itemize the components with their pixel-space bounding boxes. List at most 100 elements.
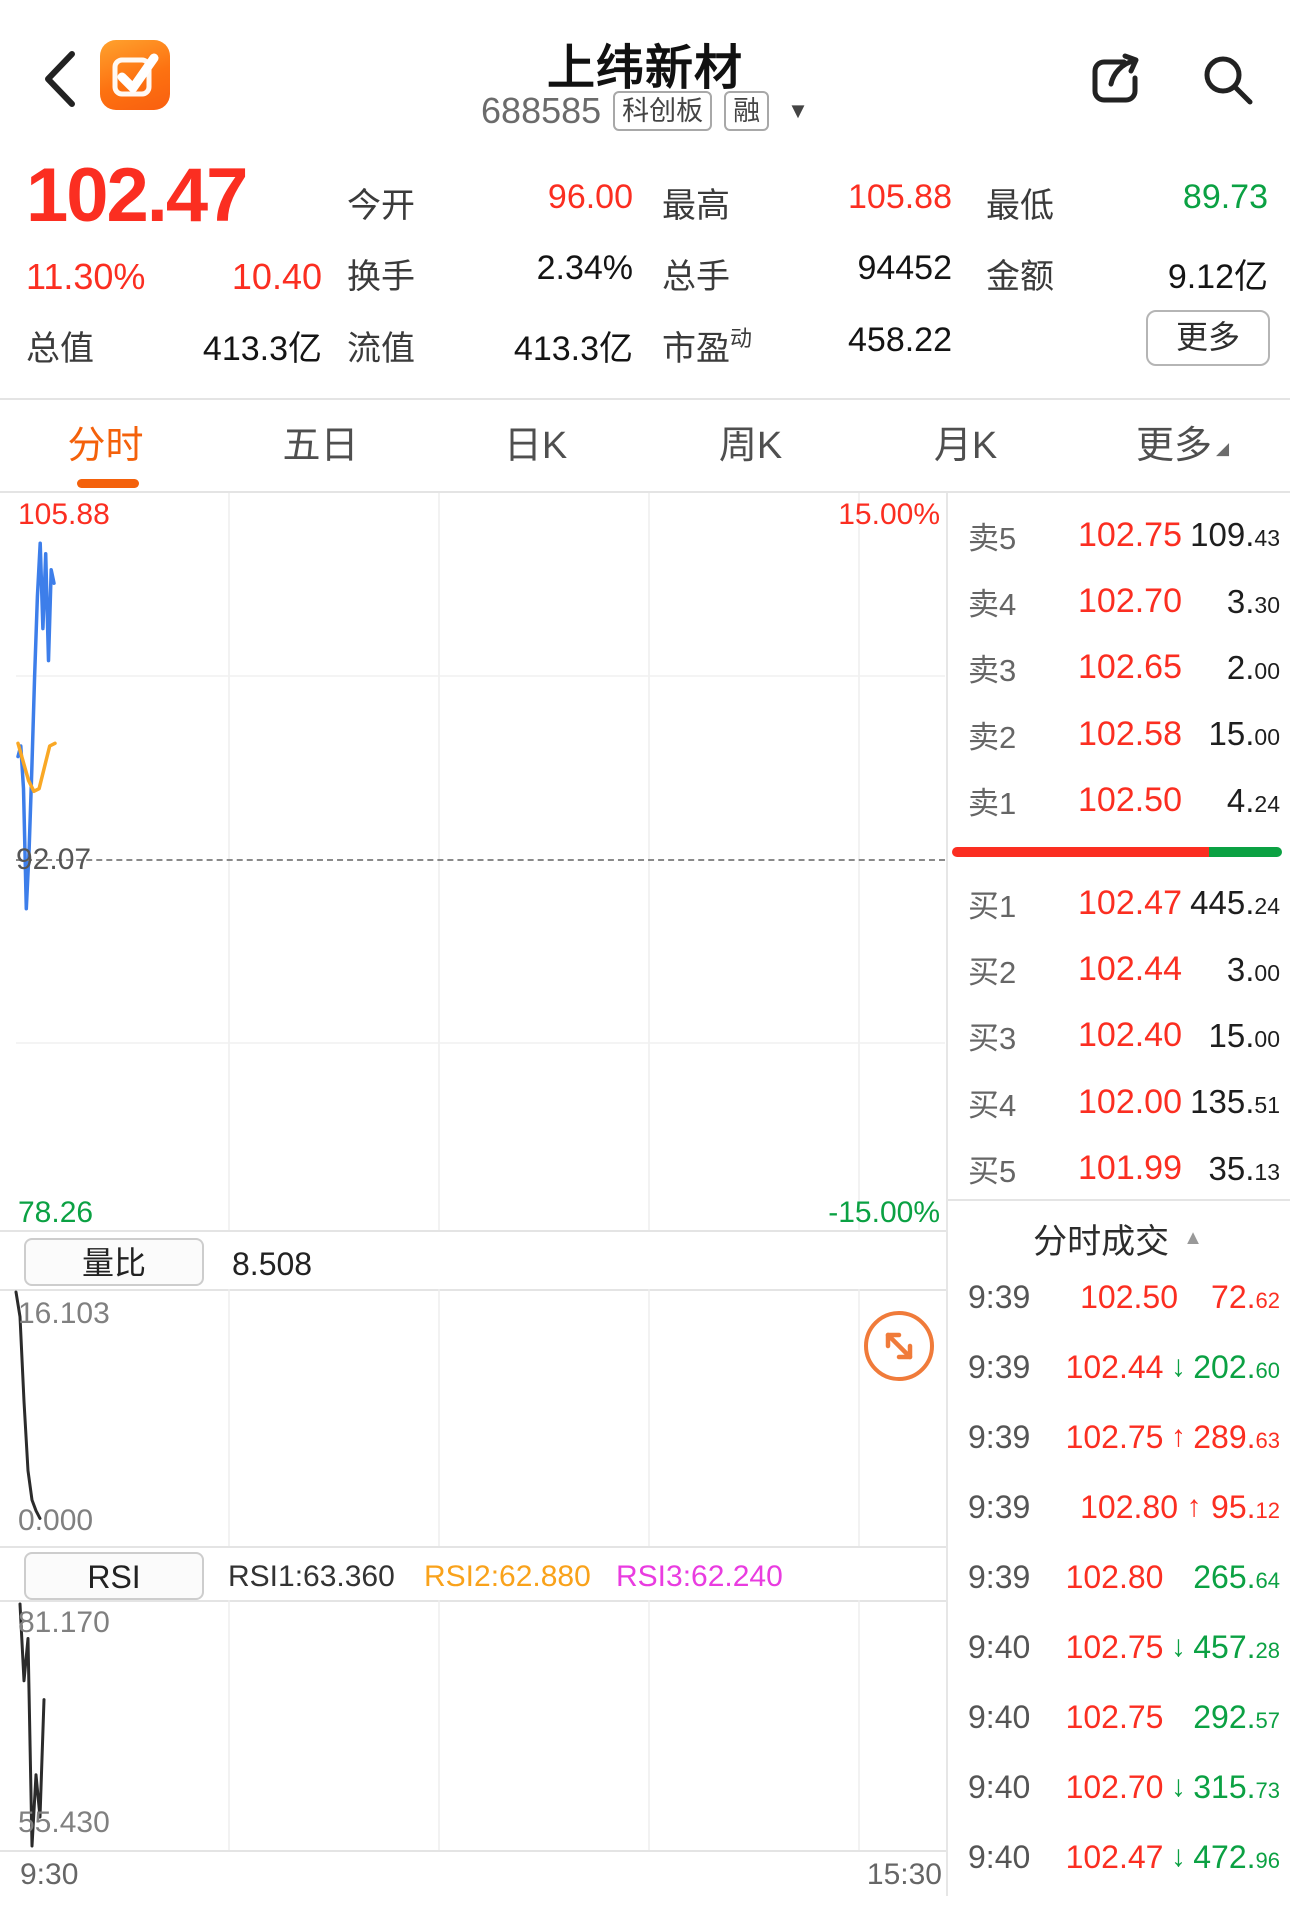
axis-mid-label: 92.07 xyxy=(16,843,92,876)
sell-row[interactable]: 卖3 102.65 2.00 xyxy=(946,635,1290,701)
tape-row[interactable]: 9:40 102.75 292.57 xyxy=(946,1682,1290,1752)
buy-price: 102.00 xyxy=(1078,1082,1182,1121)
tape-volume: 202.60 xyxy=(1193,1348,1280,1385)
tape-direction-arrow-icon: ↑ xyxy=(1170,1420,1186,1453)
chart-tab[interactable]: 更多 ◢ xyxy=(1135,425,1230,467)
subtitle-caret-icon[interactable]: ▼ xyxy=(787,98,809,123)
tape-row[interactable]: 9:40 102.75 ↓ 457.28 xyxy=(946,1612,1290,1682)
rsi1-value: RSI1:63.360 xyxy=(228,1560,395,1593)
sell-price: 102.50 xyxy=(1078,781,1182,820)
buy-price: 102.40 xyxy=(1078,1016,1182,1055)
tape-time: 9:39 xyxy=(968,1278,1031,1315)
sell-level-label: 卖4 xyxy=(968,587,1017,623)
stock-subtitle[interactable]: 688585 科创板 融 ▼ xyxy=(0,90,1290,132)
share-icon[interactable] xyxy=(1084,48,1148,112)
tape-volume: 292.57 xyxy=(1193,1698,1280,1735)
mktcap-value: 413.3亿 xyxy=(202,330,322,368)
buy-level-label: 买3 xyxy=(968,1021,1017,1057)
search-icon[interactable] xyxy=(1196,48,1260,112)
volume-value: 94452 xyxy=(857,249,952,287)
tape-header[interactable]: 分时成交 ▲ xyxy=(946,1214,1290,1262)
tape-row[interactable]: 9:39 102.75 ↑ 289.63 xyxy=(946,1402,1290,1472)
tape-time: 9:39 xyxy=(968,1558,1031,1595)
sell-row[interactable]: 卖5 102.75 109.43 xyxy=(946,502,1290,568)
tape-row[interactable]: 9:39 102.50 72.62 xyxy=(946,1262,1290,1332)
tape-price: 102.50 xyxy=(1080,1278,1178,1315)
tape-volume: 472.96 xyxy=(1193,1838,1280,1875)
tape-price: 102.47 xyxy=(1065,1838,1164,1875)
tape-list: 9:39 102.50 72.62 9:39 102.44 ↓ 202.60 9… xyxy=(946,1262,1290,1892)
buy-volume: 35.13 xyxy=(1208,1149,1280,1187)
more-stats-button[interactable]: 更多 xyxy=(1146,310,1270,366)
volume-ratio-button[interactable]: 量比 xyxy=(24,1238,204,1286)
tape-volume: 95.12 xyxy=(1211,1488,1280,1525)
chart-tab[interactable]: 周K xyxy=(718,425,783,467)
tape-volume: 289.63 xyxy=(1193,1418,1280,1455)
tape-direction-arrow-icon: ↓ xyxy=(1170,1770,1186,1803)
high-value: 105.88 xyxy=(848,178,952,216)
tape-row[interactable]: 9:39 102.80 ↑ 95.12 xyxy=(946,1472,1290,1542)
rsi-button[interactable]: RSI xyxy=(24,1552,204,1600)
tape-price: 102.75 xyxy=(1065,1628,1164,1665)
buy-row[interactable]: 买4 102.00 135.51 xyxy=(946,1069,1290,1135)
back-icon[interactable] xyxy=(38,46,80,112)
high-label: 最高 xyxy=(662,187,730,225)
buy-volume: 15.00 xyxy=(1208,1016,1280,1054)
open-value: 96.00 xyxy=(547,178,633,216)
expand-chart-icon[interactable] xyxy=(862,1309,936,1383)
rsi2-value: RSI2:62.880 xyxy=(424,1560,591,1593)
sell-row[interactable]: 卖1 102.50 4.24 xyxy=(946,768,1290,834)
pe-value: 458.22 xyxy=(848,321,952,359)
ratio-green-segment xyxy=(1209,847,1282,857)
chart-tab[interactable]: 分时 xyxy=(67,425,144,467)
amount-label: 金额 xyxy=(986,258,1054,296)
sell-row[interactable]: 卖4 102.70 3.30 xyxy=(946,568,1290,634)
buy-row[interactable]: 买5 101.99 35.13 xyxy=(946,1136,1290,1202)
volume-axis-top: 16.103 xyxy=(18,1297,110,1330)
tape-row[interactable]: 9:39 102.44 ↓ 202.60 xyxy=(946,1332,1290,1402)
chart-tab[interactable]: 日K xyxy=(503,425,568,467)
chart-tab[interactable]: 月K xyxy=(933,425,998,467)
tape-row[interactable]: 9:40 102.70 ↓ 315.73 xyxy=(946,1752,1290,1822)
tape-price: 102.75 xyxy=(1065,1698,1164,1735)
axis-low-label: 78.26 xyxy=(18,1196,94,1229)
volume-ratio-value: 8.508 xyxy=(232,1246,313,1282)
pe-dynamic-tag: 动 xyxy=(730,326,753,351)
sell-order-book: 卖5 102.75 109.43 卖4 102.70 3.30 卖3 102.6… xyxy=(946,502,1290,834)
tape-direction-arrow-icon: ↑ xyxy=(1186,1490,1202,1523)
tape-row[interactable]: 9:40 102.47 ↓ 472.96 xyxy=(946,1822,1290,1892)
sell-volume: 3.30 xyxy=(1226,582,1280,620)
tape-price: 102.75 xyxy=(1065,1418,1164,1455)
active-tab-underline xyxy=(77,479,139,488)
sell-level-label: 卖2 xyxy=(968,719,1017,755)
watchlist-check-icon[interactable] xyxy=(100,40,170,110)
tape-price: 102.80 xyxy=(1065,1558,1164,1595)
chart-tab[interactable]: 五日 xyxy=(282,425,359,467)
axis-pct-high-label: 15.00% xyxy=(838,498,940,531)
collapse-icon[interactable]: ▲ xyxy=(1183,1226,1203,1249)
tape-time: 9:40 xyxy=(968,1838,1031,1875)
tape-time: 9:40 xyxy=(968,1768,1031,1805)
sell-level-label: 卖3 xyxy=(968,653,1017,689)
buy-level-label: 买5 xyxy=(968,1154,1017,1190)
sell-price: 102.70 xyxy=(1078,582,1182,621)
tape-price: 102.70 xyxy=(1065,1768,1164,1805)
time-axis-start: 9:30 xyxy=(20,1858,79,1891)
sell-row[interactable]: 卖2 102.58 15.00 xyxy=(946,701,1290,767)
floatcap-label: 流值 xyxy=(347,330,415,368)
ratio-red-segment xyxy=(952,847,1210,857)
tape-direction-arrow-icon: ↓ xyxy=(1170,1840,1186,1873)
tape-price: 102.80 xyxy=(1080,1488,1178,1525)
buy-row[interactable]: 买2 102.44 3.00 xyxy=(946,936,1290,1002)
tape-volume: 315.73 xyxy=(1193,1768,1280,1805)
buy-row[interactable]: 买3 102.40 15.00 xyxy=(946,1003,1290,1069)
change-amount: 10.40 xyxy=(231,256,322,297)
sell-level-label: 卖5 xyxy=(968,520,1017,556)
buy-price: 102.47 xyxy=(1078,883,1182,922)
buy-sell-ratio-bar xyxy=(952,847,1282,857)
rsi-axis-bottom: 55.430 xyxy=(18,1806,110,1839)
buy-row[interactable]: 买1 102.47 445.24 xyxy=(946,870,1290,936)
tape-row[interactable]: 9:39 102.80 265.64 xyxy=(946,1542,1290,1612)
buy-volume: 135.51 xyxy=(1190,1083,1280,1121)
